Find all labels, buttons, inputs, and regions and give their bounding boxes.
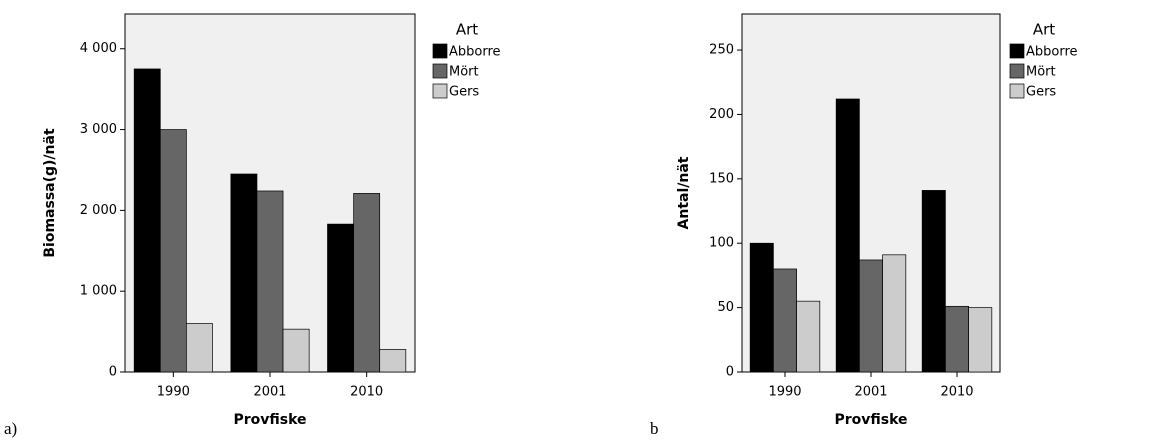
bar (186, 323, 213, 373)
bar (282, 328, 310, 373)
legend-swatch (1009, 63, 1025, 79)
x-tick-label: 2010 (350, 385, 383, 400)
legend-label: Abborre (1026, 45, 1078, 60)
bar (327, 223, 354, 373)
bar (230, 173, 258, 373)
y-tick-label: 150 (709, 171, 734, 186)
y-tick-label: 0 (726, 365, 734, 380)
legend-label: Gers (1026, 85, 1056, 100)
bar (379, 349, 407, 373)
bar (921, 190, 946, 373)
bar (773, 268, 797, 373)
legend-swatch (432, 43, 448, 59)
bar (945, 305, 969, 373)
y-tick-label: 2 000 (80, 203, 117, 218)
x-tick-label: 1990 (157, 385, 190, 400)
y-axis-label: Biomassa(g)/nät (42, 128, 58, 258)
bar (835, 98, 860, 373)
y-tick-label: 4 000 (80, 41, 117, 56)
bar (133, 68, 161, 373)
bar (749, 242, 774, 373)
panel-label: a) (4, 419, 17, 438)
legend-title: Art (456, 21, 478, 39)
y-axis-label: Antal/nät (676, 156, 692, 229)
bar (859, 259, 883, 373)
x-tick-label: 2001 (854, 385, 887, 400)
bar (796, 300, 821, 373)
bar (882, 254, 907, 373)
legend-swatch (1009, 83, 1025, 99)
legend-label: Mört (449, 65, 479, 80)
x-tick-label: 1990 (768, 385, 801, 400)
x-tick-label: 2010 (940, 385, 973, 400)
x-axis-label: Provfiske (834, 412, 907, 428)
y-tick-label: 50 (717, 300, 734, 315)
panel-label: b (650, 419, 659, 438)
y-tick-label: 100 (709, 236, 734, 251)
legend-label: Mört (1026, 65, 1056, 80)
y-tick-label: 3 000 (80, 122, 117, 137)
y-tick-label: 200 (709, 107, 734, 122)
x-axis-label: Provfiske (233, 412, 306, 428)
legend-label: Gers (449, 85, 479, 100)
legend-swatch (432, 63, 448, 79)
legend-swatch (432, 83, 448, 99)
bar (159, 129, 187, 373)
legend-label: Abborre (449, 45, 501, 60)
y-tick-label: 250 (709, 43, 734, 58)
y-tick-label: 1 000 (80, 284, 117, 299)
legend-title: Art (1033, 21, 1055, 39)
y-tick-label: 0 (109, 365, 117, 380)
bar (256, 190, 284, 373)
x-tick-label: 2001 (253, 385, 286, 400)
bar (968, 307, 993, 373)
legend-swatch (1009, 43, 1025, 59)
bar (353, 193, 381, 373)
